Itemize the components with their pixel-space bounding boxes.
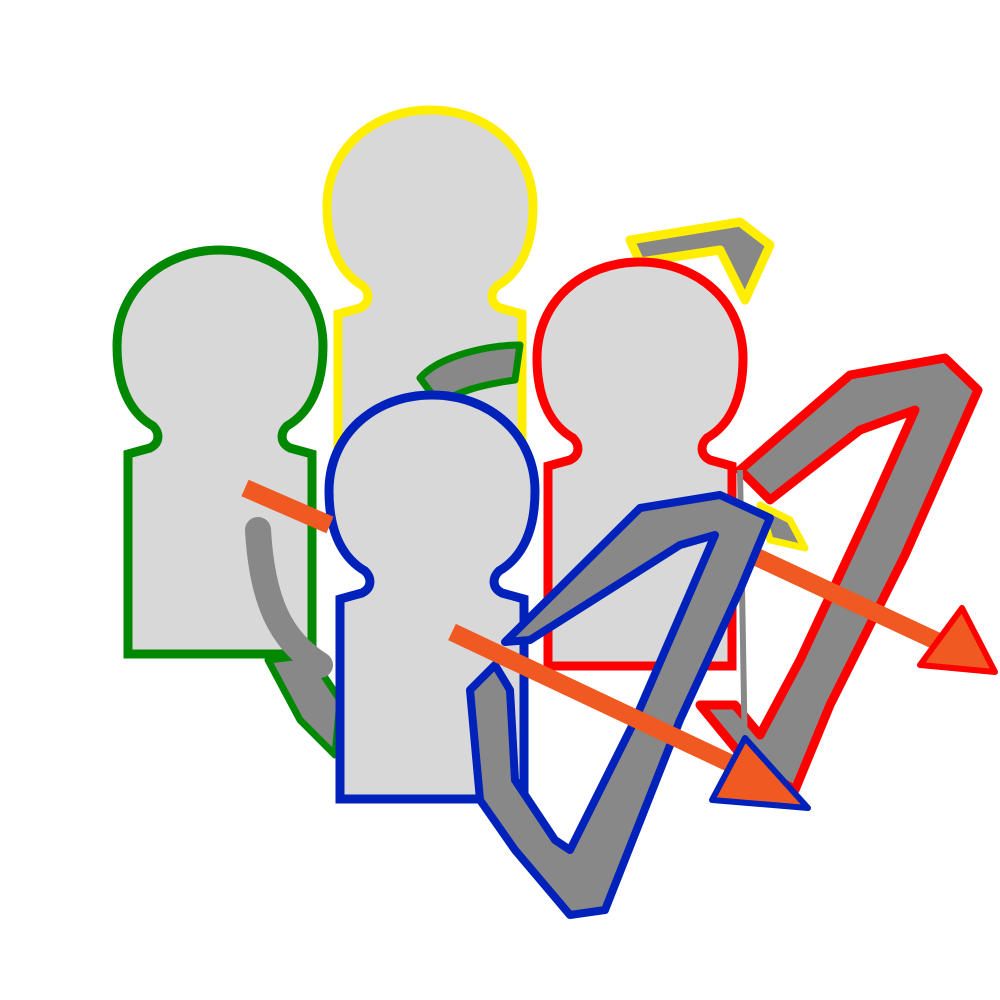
blue-bow [466, 491, 774, 919]
blue-arrow [448, 623, 811, 811]
blue-bow-back [245, 517, 333, 678]
back-arrow [241, 479, 334, 534]
green-archer [117, 250, 524, 759]
red-bow [695, 353, 983, 795]
green-body [117, 250, 323, 654]
blue-archer [241, 395, 811, 919]
